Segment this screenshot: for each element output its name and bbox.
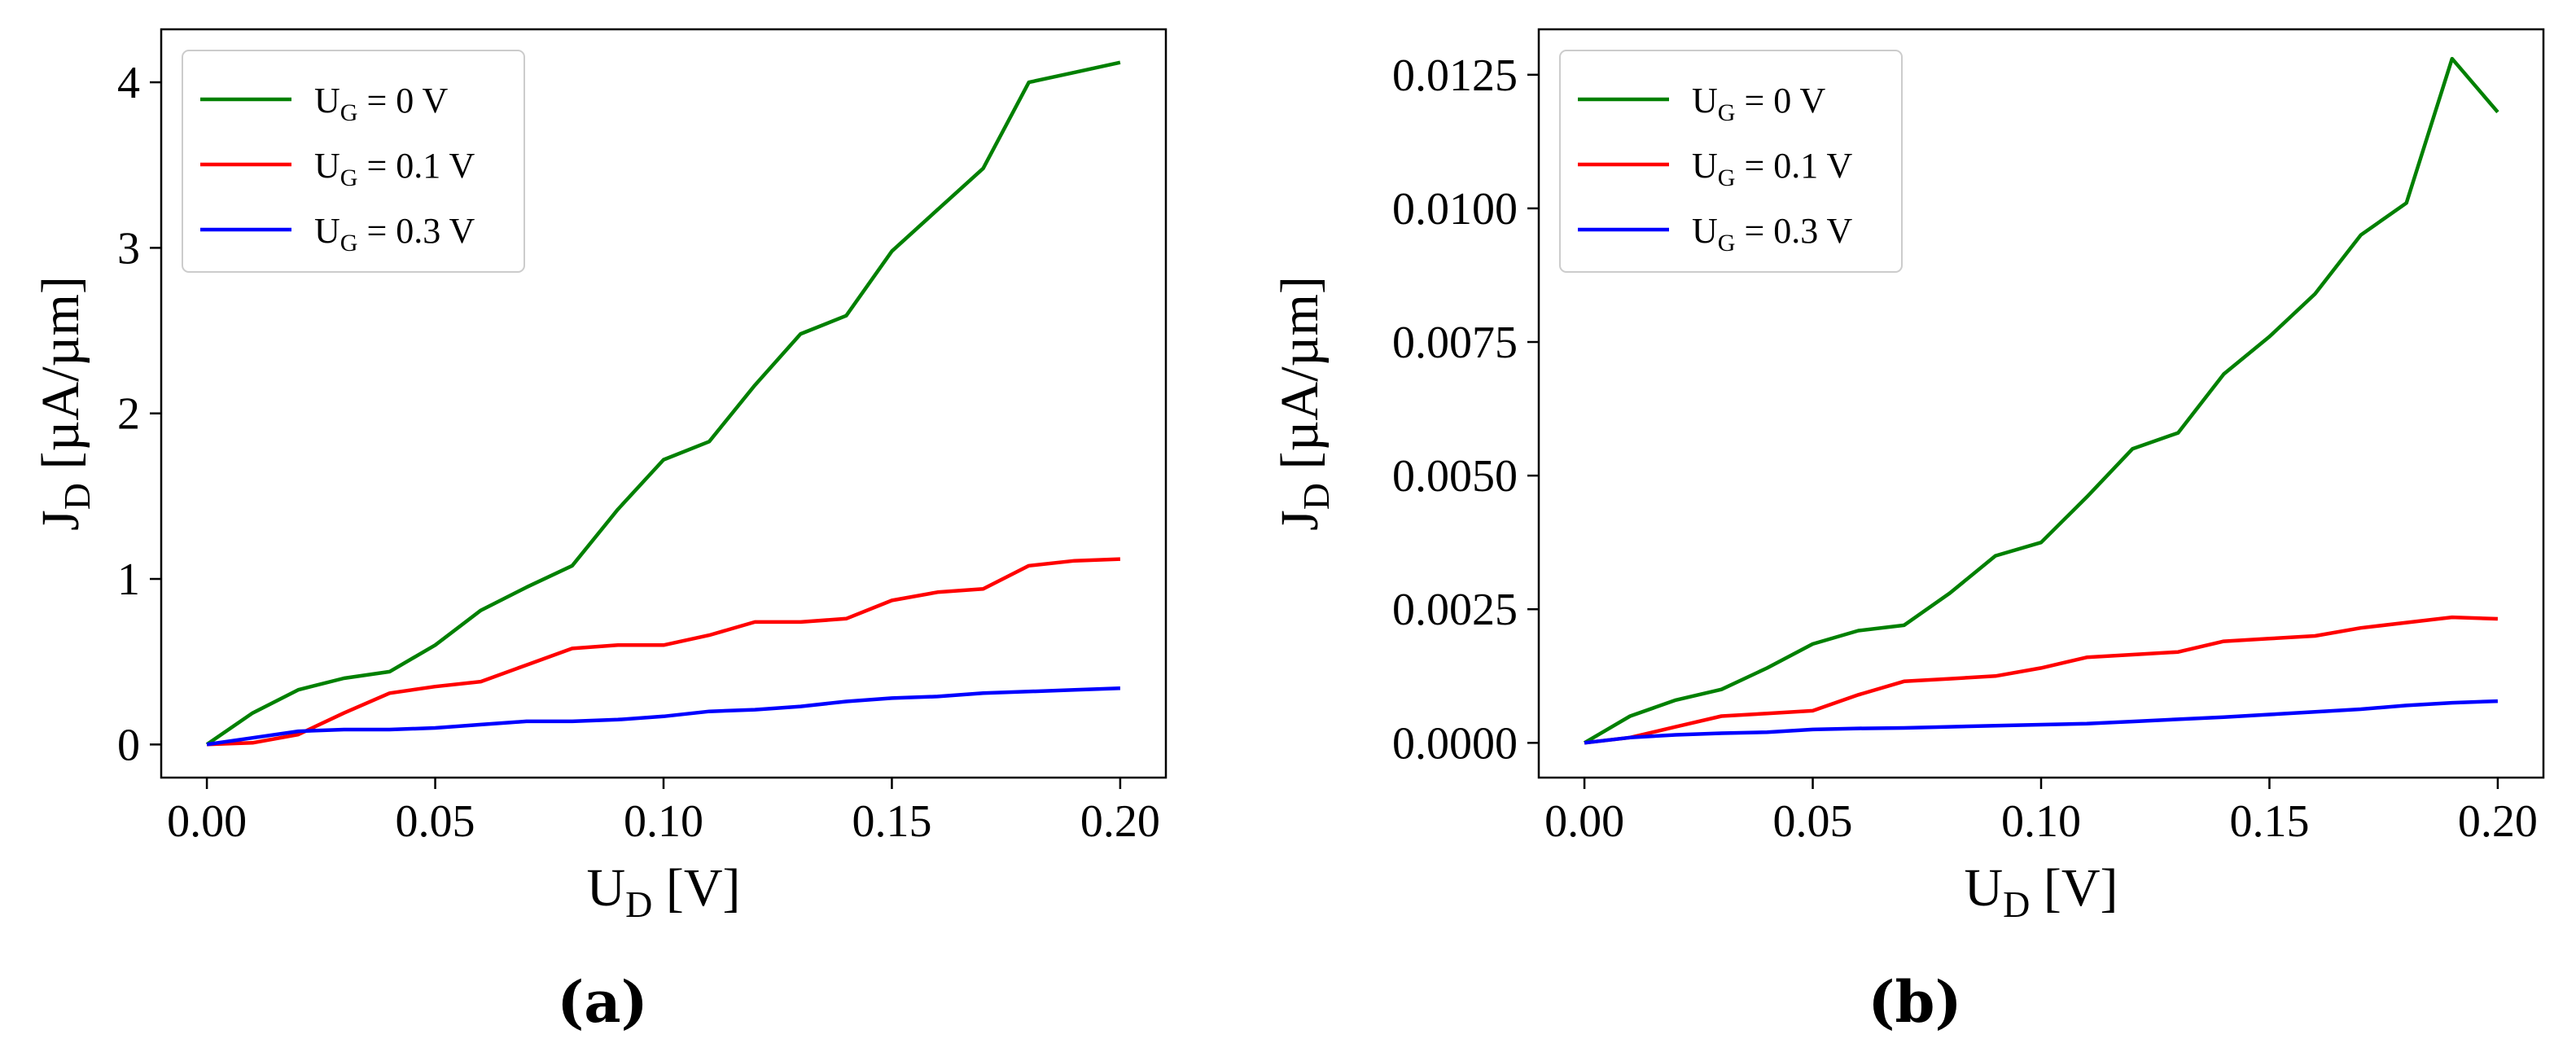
- y-tick-label: 3: [117, 223, 140, 274]
- y-tick-label: 0: [117, 720, 140, 770]
- legend-entry: UG = 0.1 V: [314, 146, 475, 191]
- x-ticks: 0.00 0.05 0.10 0.15 0.20: [167, 778, 1160, 847]
- y-ticks: 0.0000 0.0025 0.0050 0.0075 0.0100 0.0125: [1392, 50, 1539, 769]
- series-line-1: [1583, 56, 2499, 745]
- x-tick-label: 0.20: [2458, 796, 2538, 847]
- legend-box: [182, 50, 525, 273]
- legend-box: [1559, 50, 1903, 273]
- y-tick-label: 0.0100: [1392, 184, 1518, 235]
- y-tick-label: 0.0075: [1392, 318, 1518, 368]
- plot-frame: [1537, 28, 2545, 779]
- chart-panel-b: 0.00 0.05 0.10 0.15 0.20 0.00000.00250.00500…: [1270, 28, 2545, 1036]
- y-tick-label: 1: [117, 554, 140, 605]
- x-tick-label: 0.00: [167, 796, 247, 847]
- series-line-1: [205, 60, 1121, 747]
- x-tick-label: 0.20: [1080, 796, 1160, 847]
- y-tick-label: 0.0025: [1392, 585, 1518, 635]
- series-lines: [205, 60, 1121, 747]
- x-tick-label: 0.10: [624, 796, 703, 847]
- panel-caption-a: (a): [557, 968, 648, 1036]
- y-ticks: 0 1 2 3 4: [117, 58, 161, 770]
- series-line-3: [206, 686, 1120, 747]
- legend-entry: UG = 0.1 V: [1692, 146, 1852, 191]
- x-ticks: 0.00 0.05 0.10 0.15 0.20: [1544, 778, 2538, 847]
- y-axis-label: JD [µA/µm]: [31, 276, 98, 531]
- legend-entry: UG = 0 V: [314, 81, 448, 126]
- legend: UG = 0 V UG = 0.1 V UG = 0.3 V: [1559, 50, 1903, 273]
- y-tick-label: 4: [117, 58, 140, 108]
- x-tick-label: 0.05: [1773, 796, 1853, 847]
- panel-caption-b: (b): [1868, 968, 1961, 1036]
- y-tick-label: 0.0125: [1392, 50, 1518, 101]
- y-tick-label: 0.0000: [1392, 718, 1518, 769]
- x-tick-label: 0.15: [2229, 796, 2309, 847]
- y-axis-label: JD [µA/µm]: [1270, 276, 1337, 531]
- series-lines: [1583, 56, 2499, 745]
- x-tick-label: 0.15: [852, 796, 931, 847]
- x-tick-label: 0.00: [1544, 796, 1624, 847]
- x-axis-label: UD [V]: [586, 858, 740, 925]
- x-tick-label: 0.05: [396, 796, 475, 847]
- legend: UG = 0 V UG = 0.1 V UG = 0.3 V: [182, 50, 525, 273]
- y-tick-label: 0.0050: [1392, 451, 1518, 502]
- legend-entry: UG = 0 V: [1692, 81, 1825, 126]
- series-line-2: [1584, 615, 2498, 745]
- x-tick-label: 0.10: [2001, 796, 2081, 847]
- legend-entry: UG = 0.3 V: [1692, 211, 1852, 256]
- series-line-3: [1584, 699, 2498, 745]
- legend-entry: UG = 0.3 V: [314, 211, 475, 256]
- y-tick-label: 2: [117, 389, 140, 440]
- x-axis-label: UD [V]: [1964, 858, 2118, 925]
- series-line-2: [207, 557, 1120, 747]
- plot-frame: [160, 28, 1168, 779]
